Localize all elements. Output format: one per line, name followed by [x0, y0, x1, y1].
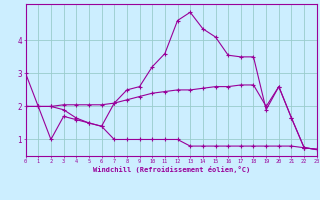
X-axis label: Windchill (Refroidissement éolien,°C): Windchill (Refroidissement éolien,°C): [92, 166, 250, 173]
